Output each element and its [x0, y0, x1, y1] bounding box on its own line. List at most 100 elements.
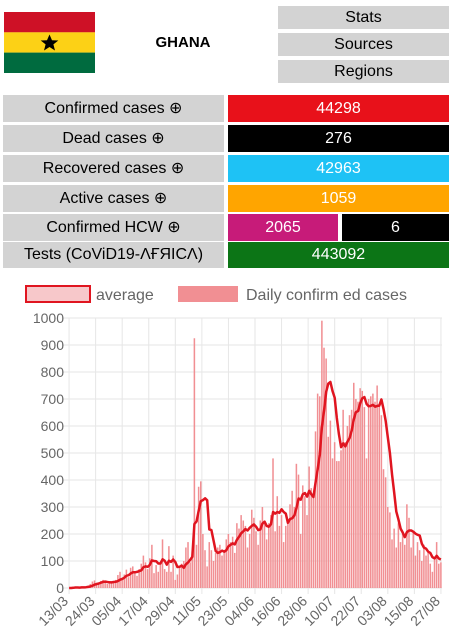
- daily-bar: [310, 488, 313, 588]
- x-tick-label: 22/07: [327, 593, 363, 629]
- y-tick-label: 200: [41, 526, 65, 542]
- daily-bar: [282, 542, 285, 588]
- daily-bar: [429, 563, 432, 588]
- daily-bar: [153, 573, 155, 588]
- regions-button[interactable]: Regions: [278, 60, 449, 83]
- daily-bar: [363, 407, 366, 588]
- daily-bar: [338, 461, 340, 588]
- y-tick-label: 600: [41, 418, 65, 434]
- x-tick-label: 16/06: [248, 593, 284, 629]
- daily-bar: [340, 450, 342, 588]
- tests-label[interactable]: Tests (CoViD19-ΛҒЯICΛ): [3, 242, 224, 268]
- dead-cases-label[interactable]: Dead cases ⊕: [3, 125, 224, 152]
- daily-bar: [361, 390, 364, 588]
- daily-bar: [414, 555, 417, 588]
- daily-bar: [185, 547, 187, 588]
- daily-bar: [146, 569, 149, 588]
- daily-bar: [255, 531, 257, 588]
- daily-bar: [202, 534, 204, 588]
- sources-button[interactable]: Sources: [278, 33, 449, 56]
- confirmed-cases-label[interactable]: Confirmed cases ⊕: [3, 95, 224, 122]
- daily-bar: [348, 415, 351, 588]
- daily-bar: [435, 542, 438, 588]
- ghana-flag: [4, 12, 95, 73]
- daily-bar: [285, 525, 287, 588]
- daily-bar: [136, 575, 138, 588]
- daily-bar: [180, 563, 183, 588]
- daily-bar: [170, 571, 172, 588]
- daily-bar: [208, 542, 211, 588]
- daily-bar: [257, 544, 259, 588]
- legend-average-label[interactable]: average: [96, 287, 154, 304]
- daily-bar: [278, 525, 281, 588]
- dead-cases-value: 276: [228, 125, 449, 152]
- daily-bar: [331, 458, 334, 588]
- daily-bar: [416, 542, 419, 588]
- daily-bar: [355, 399, 357, 588]
- confirmed-hcw-label[interactable]: Confirmed HCW ⊕: [3, 214, 224, 241]
- daily-bar: [191, 552, 194, 588]
- daily-bar: [261, 507, 264, 588]
- daily-bar: [410, 547, 412, 588]
- y-tick-label: 900: [41, 337, 65, 353]
- daily-bar: [112, 581, 115, 588]
- daily-bar: [299, 534, 302, 588]
- daily-bar: [200, 481, 202, 588]
- daily-bars: [72, 320, 442, 588]
- y-tick-label: 400: [41, 472, 65, 488]
- daily-bar: [129, 567, 132, 588]
- daily-bar: [149, 558, 151, 588]
- x-axis: 13/0324/0305/0417/0429/0411/0523/0504/06…: [35, 593, 443, 629]
- daily-bar: [206, 566, 208, 588]
- daily-bar: [108, 582, 111, 588]
- daily-bar: [306, 515, 308, 588]
- daily-bar: [183, 561, 185, 588]
- x-tick-label: 15/08: [380, 593, 416, 629]
- daily-bar: [219, 544, 221, 588]
- daily-bar: [193, 338, 196, 588]
- daily-bar: [376, 385, 378, 588]
- daily-bar: [421, 561, 423, 588]
- daily-bar: [274, 531, 276, 588]
- daily-bar: [195, 544, 198, 588]
- active-cases-label[interactable]: Active cases ⊕: [3, 185, 224, 212]
- daily-bar: [380, 415, 383, 588]
- y-axis: 0 100 200 300 400 500 600 700 800 900 1000: [33, 310, 64, 596]
- daily-bar: [236, 523, 238, 588]
- daily-bar: [268, 523, 270, 588]
- stats-button[interactable]: Stats: [278, 6, 449, 29]
- daily-bar: [280, 515, 283, 588]
- daily-bar: [100, 580, 102, 588]
- daily-bar: [238, 528, 240, 588]
- daily-bar: [333, 442, 336, 588]
- x-tick-label: 04/06: [221, 593, 257, 629]
- daily-bar: [223, 550, 225, 588]
- legend-daily-label[interactable]: Daily confirm ed cases: [246, 287, 407, 304]
- x-tick-label: 03/08: [354, 593, 390, 629]
- daily-bar: [248, 534, 251, 588]
- daily-bar: [431, 571, 434, 588]
- daily-bar: [144, 562, 147, 588]
- daily-bar: [270, 515, 272, 588]
- daily-bar: [316, 393, 319, 588]
- active-cases-value: 1059: [228, 185, 449, 212]
- daily-bar: [263, 520, 266, 588]
- daily-bar: [204, 550, 206, 588]
- legend-daily-swatch: [178, 286, 238, 302]
- daily-bar: [395, 547, 398, 588]
- daily-bar: [210, 550, 213, 588]
- daily-bar: [372, 393, 374, 588]
- daily-bar: [161, 539, 164, 588]
- daily-bar: [297, 474, 300, 588]
- y-tick-label: 100: [41, 553, 65, 569]
- daily-bar: [217, 547, 219, 588]
- daily-bar: [104, 582, 106, 588]
- daily-bar: [240, 515, 242, 588]
- recovered-cases-label[interactable]: Recovered cases ⊕: [3, 155, 224, 182]
- daily-bar: [178, 567, 181, 588]
- daily-bar: [272, 458, 274, 588]
- daily-bar: [265, 539, 268, 588]
- daily-bar: [244, 525, 247, 588]
- x-tick-label: 10/07: [301, 593, 337, 629]
- x-tick-label: 17/04: [115, 593, 151, 629]
